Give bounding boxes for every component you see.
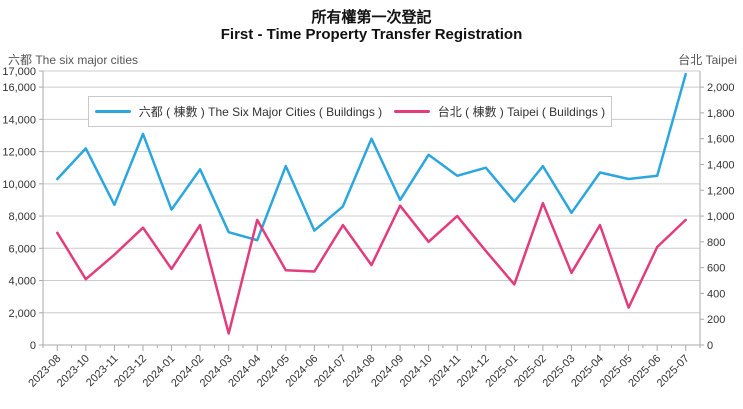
left-tick-label: 8,000 [8,211,36,223]
left-tick-label: 16,000 [2,82,36,94]
right-tick-label: 800 [707,237,725,249]
right-tick-label: 1,000 [707,211,735,223]
left-tick-label: 10,000 [2,179,36,191]
chart-title-zh: 所有權第一次登記 [311,9,432,26]
line-swatch-icon [393,110,430,113]
right-tick-label: 400 [707,288,725,300]
left-tick-label: 6,000 [8,243,36,255]
line-swatch-icon [94,110,131,113]
left-tick-label: 14,000 [2,114,36,126]
left-tick-label: 0 [30,340,36,352]
right-axis-title: 台北 Taipei [678,53,737,67]
right-tick-label: 2,000 [707,82,735,94]
legend-item-six-major-cities[interactable]: 六都 ( 棟數 ) The Six Major Cities ( Buildin… [94,103,383,120]
series-line-six-major-cities[interactable] [56,72,687,242]
right-tick-label: 1,200 [707,185,735,197]
right-tick-label: 1,400 [707,159,735,171]
legend: 六都 ( 棟數 ) The Six Major Cities ( Buildin… [88,96,612,127]
left-tick-label: 2,000 [8,308,36,320]
x-axis-label: 2025-07 [655,353,692,390]
right-tick-label: 1,600 [707,134,735,146]
left-tick-label: 4,000 [8,276,36,288]
left-tick-label: 12,000 [2,147,36,159]
right-tick-label: 1,800 [707,108,735,120]
legend-label: 六都 ( 棟數 ) The Six Major Cities ( Buildin… [138,105,383,119]
chart-title-en: First - Time Property Transfer Registrat… [220,26,523,43]
right-tick-label: 200 [707,314,725,326]
series-line-taipei[interactable] [56,201,687,335]
left-axis-title: 六都 The six major cities [8,53,139,67]
legend-item-taipei[interactable]: 台北 ( 棟數 ) Taipei ( Buildings ) [393,103,606,120]
right-tick-label: 600 [707,263,725,275]
left-tick-label: 17,000 [2,66,36,78]
right-tick-label: 0 [707,340,713,352]
legend-label: 台北 ( 棟數 ) Taipei ( Buildings ) [437,105,606,119]
